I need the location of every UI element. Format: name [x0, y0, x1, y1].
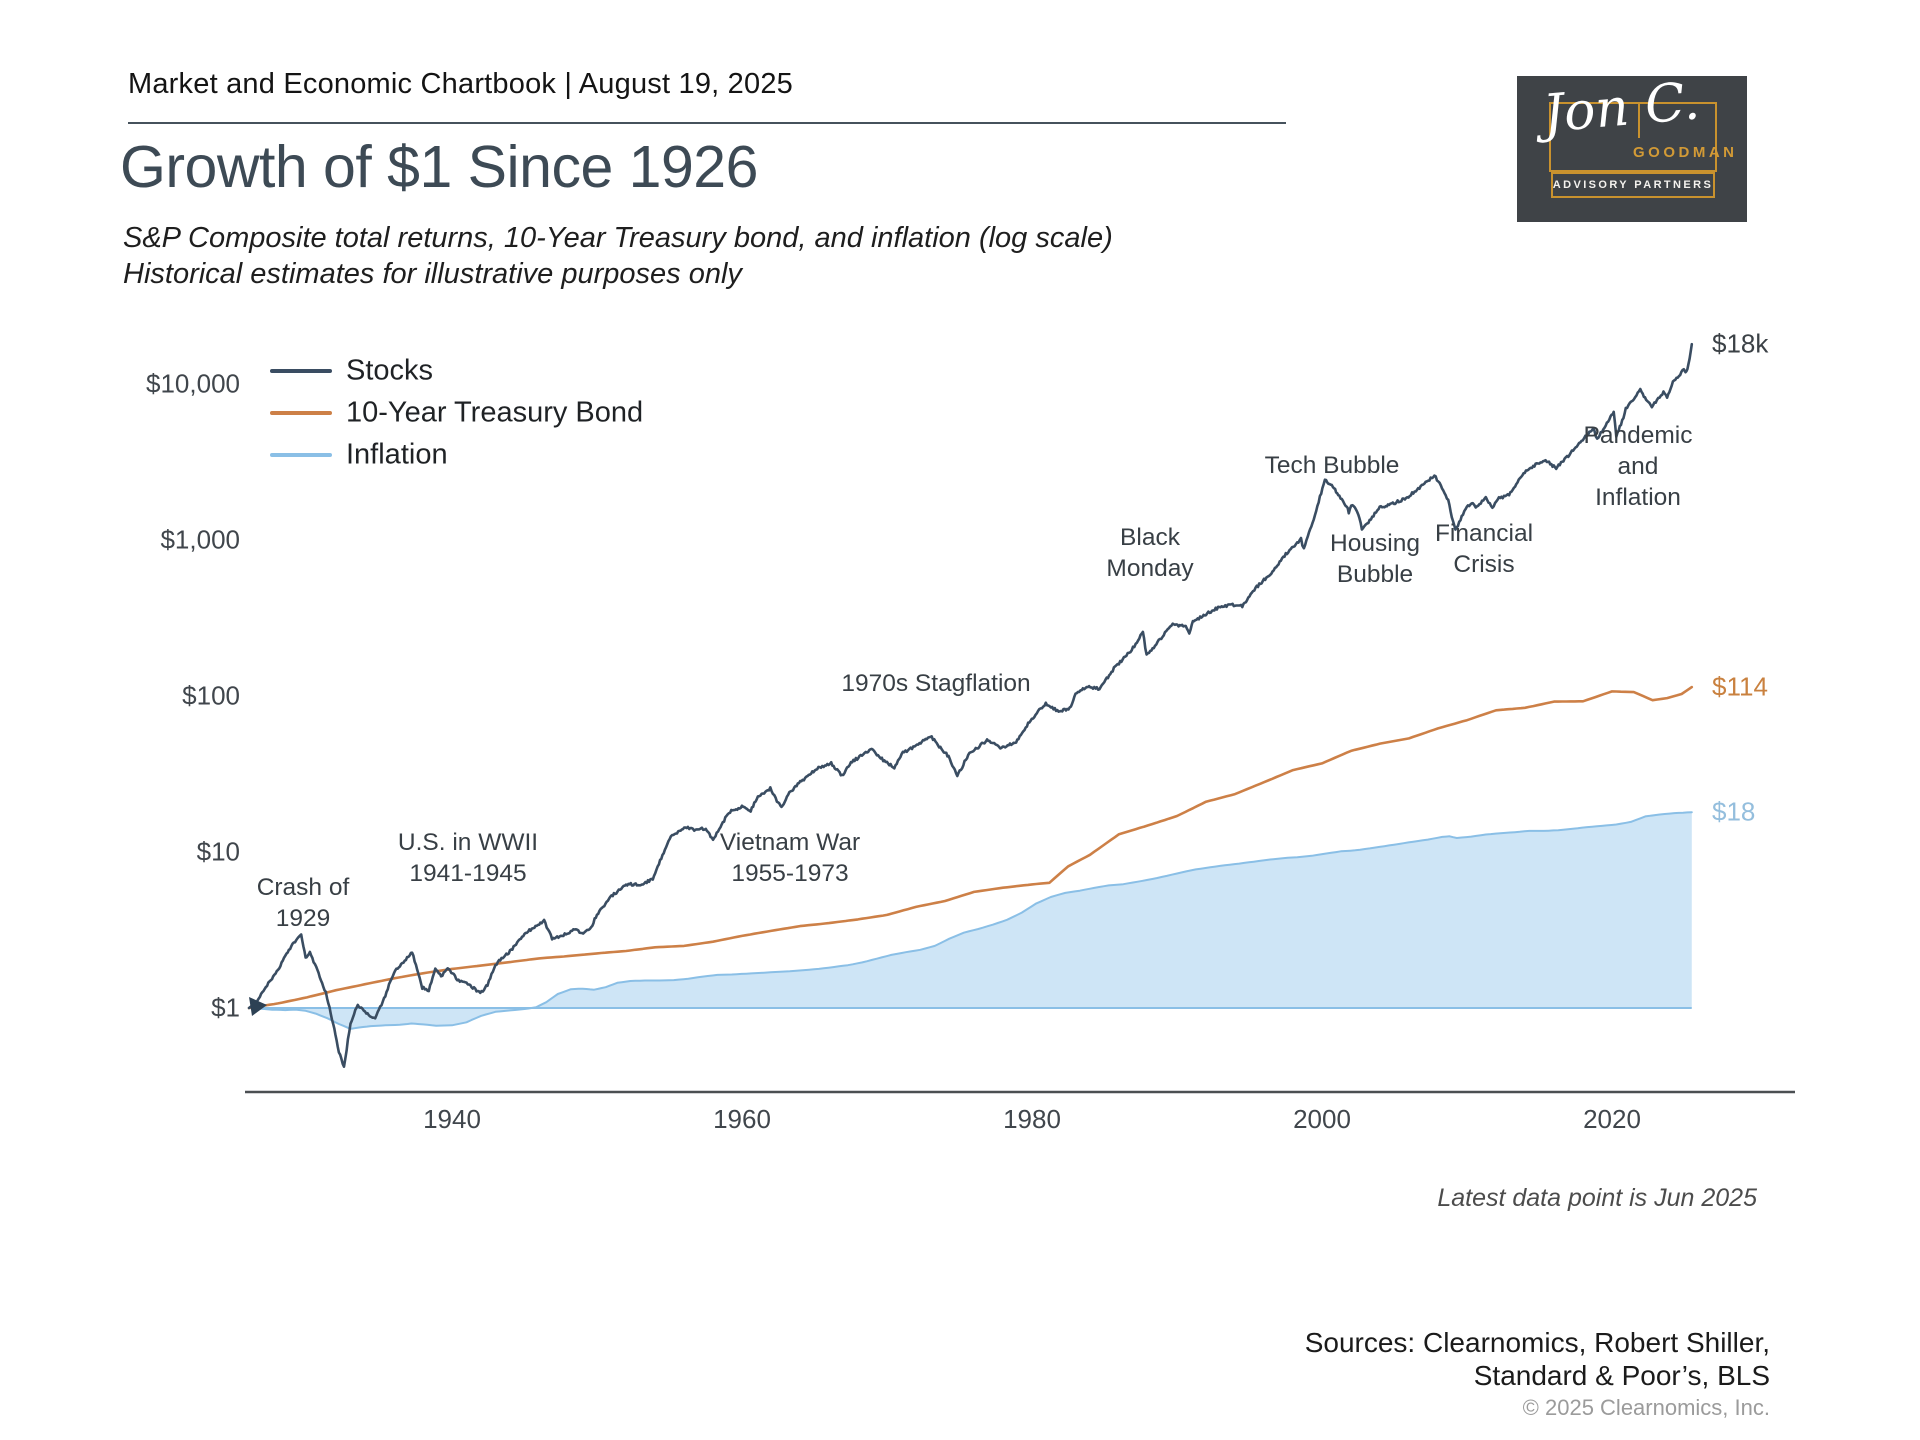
header-divider-line	[128, 122, 1286, 124]
inflation-line	[248, 811, 1693, 1030]
sources-line1: Sources: Clearnomics, Robert Shiller,	[1304, 1327, 1770, 1358]
logo-name: GOODMAN	[1633, 144, 1738, 161]
logo-tagline-box: ADVISORY PARTNERS	[1551, 172, 1715, 198]
logo-frame-divider	[1638, 104, 1640, 138]
10-year-treasury-bond-line	[247, 685, 1694, 1010]
stocks-line	[247, 342, 1694, 1068]
chartbook-header: Market and Economic Chartbook | August 1…	[128, 68, 793, 100]
sources-line2: Standard & Poor’s, BLS	[1473, 1360, 1770, 1391]
series-start-marker	[249, 997, 267, 1016]
company-logo: GOODMAN ADVISORY PARTNERS Jon C.	[1517, 71, 1747, 222]
latest-data-footnote: Latest data point is Jun 2025	[1437, 1184, 1757, 1212]
chart-subtitle-line2: Historical estimates for illustrative pu…	[123, 258, 742, 290]
logo-frame	[1549, 102, 1717, 172]
page-title: Growth of $1 Since 1926	[120, 134, 758, 200]
chart-subtitle-line1: S&P Composite total returns, 10-Year Tre…	[123, 222, 1113, 254]
logo-tagline: ADVISORY PARTNERS	[1552, 179, 1714, 191]
inflation-area	[249, 812, 1692, 1029]
copyright-text: © 2025 Clearnomics, Inc.	[1522, 1395, 1770, 1420]
